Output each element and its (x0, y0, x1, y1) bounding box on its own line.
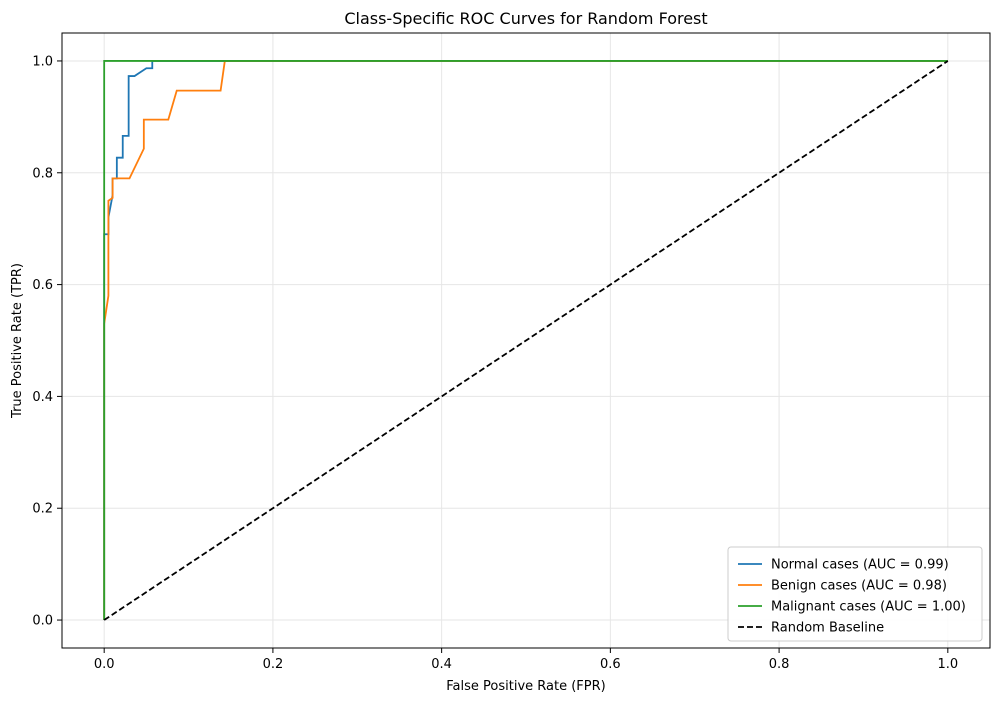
plot-frame (61, 32, 991, 649)
x-tick-label: 0.0 (94, 657, 115, 672)
legend-label-0: Normal cases (AUC = 0.99) (771, 558, 949, 573)
legend-label-3: Random Baseline (771, 621, 884, 636)
series-line-2 (103, 60, 948, 621)
y-tick-label: 1.0 (32, 54, 53, 69)
series-line-1 (103, 60, 948, 621)
y-tick-label: 0.4 (32, 390, 53, 405)
series-layer (103, 60, 949, 621)
y-axis-label: True Positive Rate (TPR) (10, 263, 25, 419)
legend-box (727, 546, 983, 642)
legend-label-1: Benign cases (AUC = 0.98) (771, 579, 947, 594)
x-tick-label: 0.2 (263, 657, 284, 672)
legend-label-2: Malignant cases (AUC = 1.00) (771, 600, 966, 615)
y-tick-label: 0.2 (32, 502, 53, 517)
chart-title: Class-Specific ROC Curves for Random For… (344, 9, 707, 28)
tick-layer: 0.0 0.2 0.4 0.6 0.8 1.0 0.0 0.2 0.4 0.6 0.8 1.0 (32, 54, 958, 672)
x-tick-label: 0.6 (600, 657, 621, 672)
legend: Normal cases (AUC = 0.99) Benign cases (A… (727, 546, 983, 642)
y-tick-label: 0.0 (32, 614, 53, 629)
x-tick-label: 0.8 (769, 657, 790, 672)
x-tick-label: 0.4 (431, 657, 452, 672)
x-tick-label: 1.0 (937, 657, 958, 672)
y-tick-label: 0.6 (32, 278, 53, 293)
y-tick-label: 0.8 (32, 166, 53, 181)
x-axis-label: False Positive Rate (FPR) (446, 679, 605, 694)
series-line-3 (103, 60, 949, 621)
